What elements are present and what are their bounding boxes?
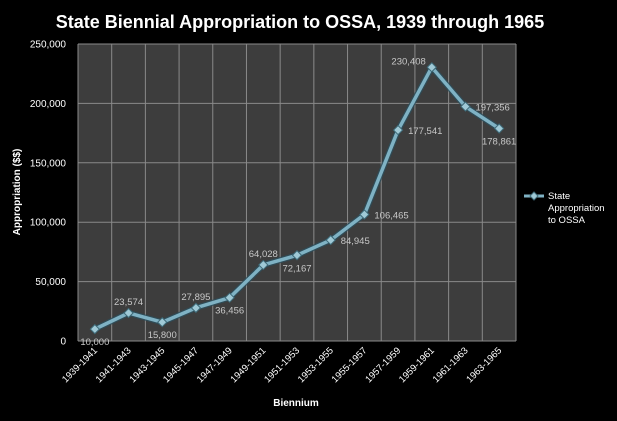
legend-label: to OSSA	[548, 215, 586, 226]
x-axis-title: Biennium	[273, 398, 319, 409]
data-point-marker[interactable]	[325, 234, 336, 246]
chart-title: State Biennial Appropriation to OSSA, 19…	[56, 12, 544, 32]
y-tick-label: 200,000	[30, 99, 67, 110]
data-label: 72,167	[282, 263, 311, 274]
data-label: 84,945	[341, 236, 370, 247]
y-tick-label: 50,000	[35, 277, 66, 288]
legend-label: Appropriation	[548, 203, 605, 214]
data-point-marker[interactable]	[190, 302, 202, 314]
data-label: 178,861	[482, 137, 516, 148]
data-label: 64,028	[249, 249, 278, 260]
data-point-marker[interactable]	[359, 209, 370, 220]
data-point-marker[interactable]	[89, 323, 101, 335]
data-label: 10,000	[80, 337, 109, 348]
series-line-group: 10,000 23,574 15,800 27,895 36,456 64,028 72,1…	[80, 56, 516, 348]
data-label: 27,895	[181, 292, 210, 303]
data-point-marker[interactable]	[392, 124, 404, 136]
data-label: 106,465	[374, 211, 408, 222]
data-label: 15,800	[148, 330, 177, 341]
data-label: 23,574	[114, 297, 143, 308]
y-tick-label: 100,000	[30, 218, 67, 229]
y-axis-ticks: 0 50,000 100,000 150,000 200,000 250,000	[30, 40, 67, 348]
legend-marker-icon	[529, 191, 539, 201]
data-point-marker[interactable]	[291, 250, 303, 261]
data-point-marker[interactable]	[157, 317, 168, 328]
data-point-marker[interactable]	[493, 123, 505, 134]
y-tick-label: 250,000	[30, 40, 67, 51]
data-point-marker[interactable]	[224, 292, 235, 303]
gridlines	[77, 43, 517, 342]
data-label: 177,541	[408, 126, 442, 137]
data-label: 197,356	[475, 103, 509, 114]
y-tick-label: 150,000	[30, 158, 67, 169]
data-point-marker[interactable]	[123, 307, 134, 319]
legend-label: State	[548, 191, 570, 202]
y-tick-label: 0	[60, 337, 66, 348]
data-point-marker[interactable]	[460, 101, 471, 112]
data-point-marker[interactable]	[426, 62, 437, 73]
data-label: 230,408	[391, 56, 425, 67]
y-axis-title: Appropriation ($$)	[12, 149, 23, 236]
data-label: 36,456	[215, 306, 244, 317]
data-point-marker[interactable]	[258, 259, 269, 271]
plot-area	[78, 44, 516, 341]
